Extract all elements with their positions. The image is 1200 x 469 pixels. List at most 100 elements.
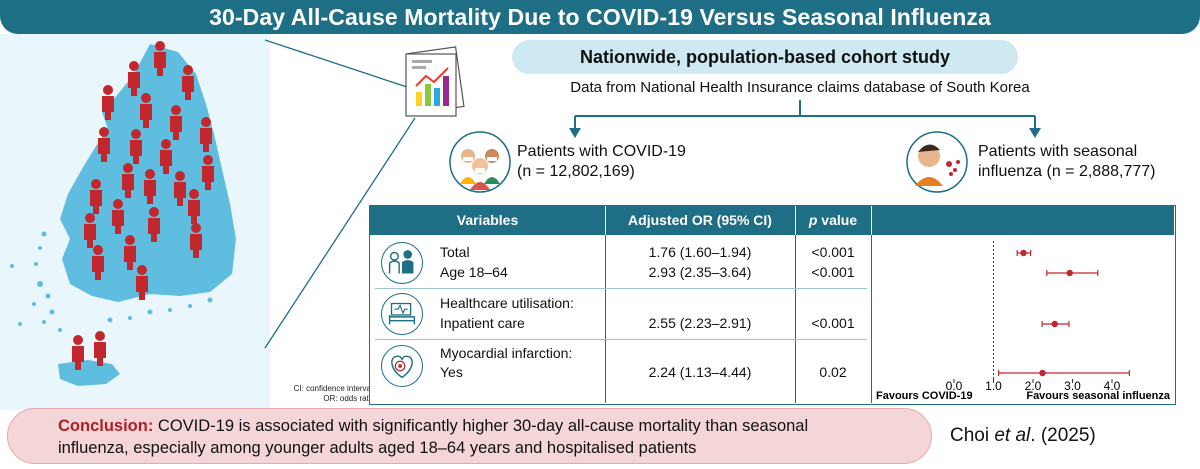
data-source-text: Data from National Health Insurance clai… (570, 79, 1030, 96)
age-group-icon (381, 242, 423, 284)
p-age: <0.001 (811, 264, 855, 280)
person-icon (122, 163, 134, 198)
person-icon (140, 93, 152, 128)
forest-points (998, 249, 1130, 377)
or-point (1020, 249, 1027, 257)
flu-cohort-label: Patients with seasonal influenza (n = 2,… (978, 142, 1155, 182)
p-inpatient: <0.001 (811, 315, 855, 331)
person-icon (136, 265, 148, 300)
citation-etal: et al (994, 425, 1031, 446)
person-icon (160, 139, 172, 174)
x-tick-label: 2.0 (1025, 379, 1042, 393)
x-tick-label: 0.0 (946, 379, 963, 393)
row-label-inpatient: Inpatient care (440, 315, 525, 331)
person-icon (202, 155, 214, 190)
covid-patients-icon (449, 131, 511, 193)
conclusion-banner: Conclusion: COVID-19 is associated with … (7, 408, 932, 464)
person-icon (154, 41, 166, 76)
heart-target-icon (381, 345, 423, 387)
flu-cohort-line1: Patients with seasonal (978, 143, 1138, 160)
conclusion-line2: influenza, especially among younger adul… (58, 439, 697, 457)
row-separator (375, 339, 867, 340)
person-icon (90, 179, 102, 214)
favours-flu-label: Favours seasonal influenza (1026, 390, 1171, 402)
table-header: Variables Adjusted OR (95% CI) p value (370, 206, 1174, 235)
person-icon (148, 207, 160, 242)
person-icon (94, 331, 106, 366)
x-tick-label: 3.0 (1064, 379, 1081, 393)
person-icon (190, 223, 202, 258)
person-icon (200, 117, 212, 152)
or-point (1039, 369, 1046, 377)
person-icon (174, 171, 186, 206)
header-divider (871, 206, 872, 235)
row-separator (375, 288, 867, 289)
citation-year: . (2025) (1030, 425, 1096, 446)
or-age: 2.93 (2.35–3.64) (648, 264, 752, 280)
flu-cohort-count: influenza (n = 2,888,777) (978, 163, 1156, 180)
header-p-rest: value (817, 212, 858, 228)
person-icon (182, 65, 194, 100)
person-icon (102, 85, 114, 120)
row-label-healthcare: Healthcare utilisation: (440, 295, 574, 311)
person-icon (84, 213, 96, 248)
cohort-split-arrows (569, 100, 1041, 138)
person-icon (124, 235, 136, 270)
x-tick-label: 4.0 (1104, 379, 1121, 393)
header-divider (795, 206, 796, 235)
or-total: 1.76 (1.60–1.94) (648, 244, 752, 260)
person-icon (92, 245, 104, 280)
row-label-age: Age 18–64 (440, 264, 508, 280)
header-p-value: p value (795, 206, 871, 235)
header-p-italic: p (808, 212, 818, 228)
covid-cohort-label: Patients with COVID-19 (n = 12,802,169) (517, 142, 686, 182)
conclusion-line1: COVID-19 is associated with significantl… (153, 417, 809, 435)
forest-axis: 0.0 1.0 2.0 3.0 4.0 (946, 241, 1121, 393)
col-divider (605, 206, 606, 403)
x-tick-label: 1.0 (985, 379, 1002, 393)
person-icon (128, 61, 140, 96)
header-adjusted-or: Adjusted OR (95% CI) (628, 212, 772, 228)
covid-cohort-count: (n = 12,802,169) (517, 163, 635, 180)
dot-islands (10, 231, 213, 332)
row-label-total: Total (440, 244, 470, 260)
person-icon (144, 169, 156, 204)
col-divider (871, 206, 872, 403)
study-design-banner: Nationwide, population-based cohort stud… (512, 40, 1018, 74)
conclusion-label: Conclusion: (58, 417, 154, 435)
influenza-patient-icon (906, 131, 968, 193)
citation: Choi et al. (2025) (950, 425, 1096, 447)
person-icon (130, 129, 142, 164)
or-inpatient: 2.55 (2.23–2.91) (648, 315, 752, 331)
person-icon (72, 335, 84, 370)
person-icon (188, 189, 200, 224)
or-point (1066, 269, 1073, 277)
citation-author: Choi (950, 425, 995, 446)
zoom-connector (264, 39, 416, 349)
korea-map-illustration (10, 41, 236, 386)
page-title: 30-Day All-Cause Mortality Due to COVID-… (209, 4, 991, 30)
abbrev-ci: CI: confidence interval; (293, 384, 375, 393)
forest-plot: 0.0 1.0 2.0 3.0 4.0 Favours COVID-19 Favours… (876, 241, 1171, 402)
favours-covid-label: Favours COVID-19 (876, 390, 973, 402)
map-panel (0, 34, 270, 410)
person-icon (112, 199, 124, 234)
jeju-island-shape (58, 360, 120, 386)
or-point (1051, 320, 1058, 328)
people-group (72, 41, 214, 370)
abbrev-or: OR: odds ratio (323, 394, 375, 403)
col-divider (795, 206, 796, 403)
row-label-mi: Myocardial infarction: (440, 345, 573, 361)
or-mi: 2.24 (1.13–4.44) (648, 364, 752, 380)
results-table: Variables Adjusted OR (95% CI) p value T… (369, 205, 1176, 405)
covid-cohort-line1: Patients with COVID-19 (517, 143, 686, 160)
person-icon (98, 127, 110, 162)
hospital-bed-icon (381, 293, 423, 335)
p-total: <0.001 (811, 244, 855, 260)
abbreviations-note: CI: confidence interval; OR: odds ratio (275, 384, 375, 404)
title-bar: 30-Day All-Cause Mortality Due to COVID-… (0, 0, 1200, 34)
header-variables: Variables (456, 212, 519, 228)
study-design-label: Nationwide, population-based cohort stud… (579, 47, 950, 67)
person-icon (170, 105, 182, 140)
